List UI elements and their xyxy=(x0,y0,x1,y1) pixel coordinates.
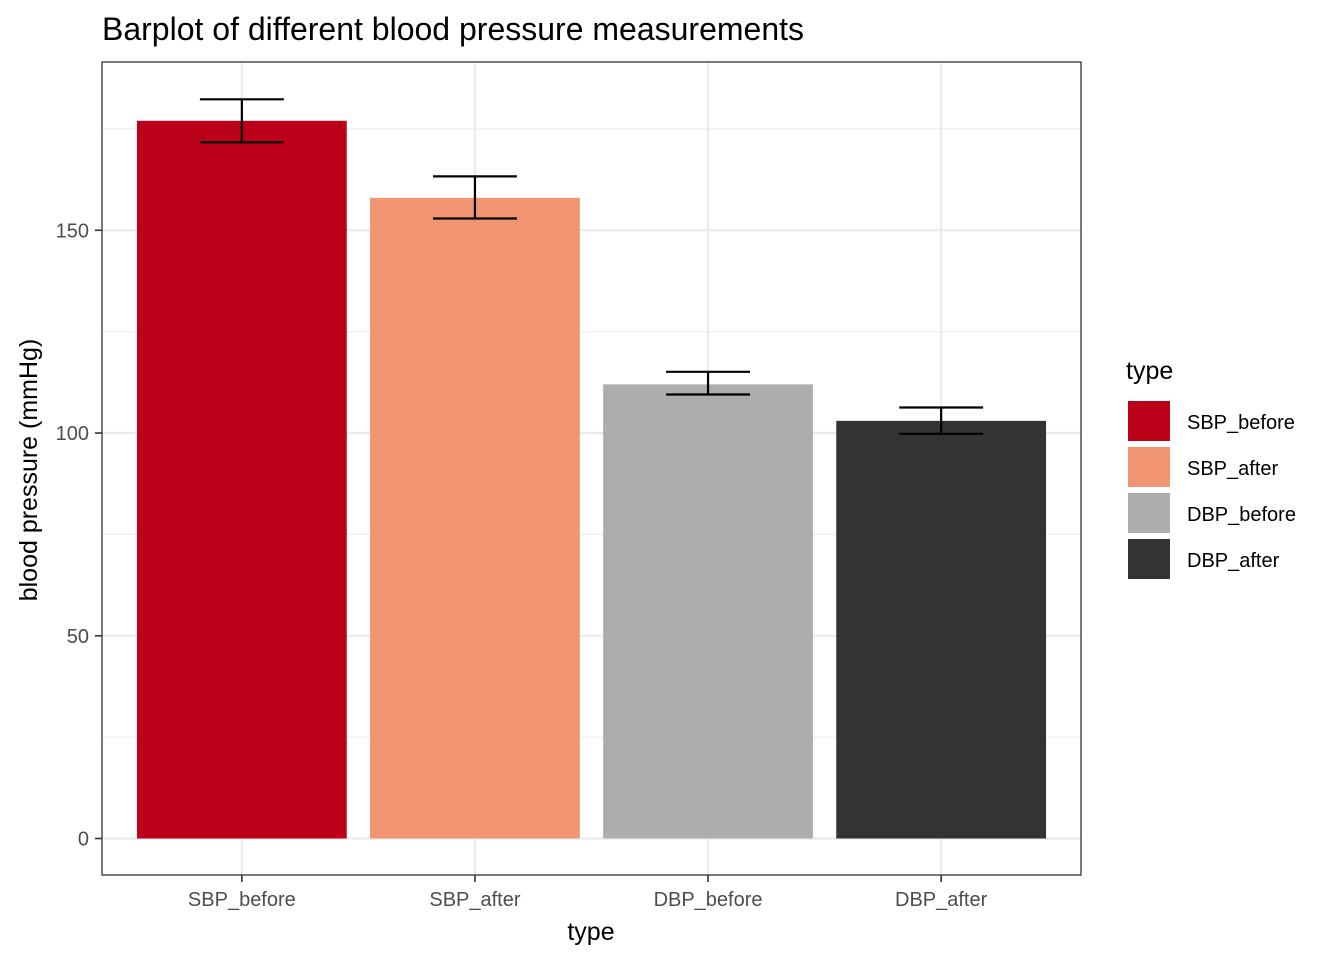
x-axis-title: type xyxy=(567,918,614,946)
x-tick-label: DBP_before xyxy=(654,889,763,911)
error-bar-dbp-after xyxy=(899,406,984,435)
legend-item-sbp-after: SBP_after xyxy=(1128,447,1279,487)
bar-sbp-after xyxy=(370,197,580,839)
plot-panel-border xyxy=(101,61,1082,876)
legend-swatch xyxy=(1128,401,1170,441)
y-tick-label: 50 xyxy=(67,626,89,648)
legend-swatch xyxy=(1128,447,1170,487)
legend-label: DBP_after xyxy=(1187,550,1280,572)
error-bar-sbp-after xyxy=(432,175,517,220)
bar-dbp-before xyxy=(603,384,813,839)
y-tick-label: 150 xyxy=(56,220,89,242)
x-tick-label: DBP_after xyxy=(895,889,988,911)
chart-title: Barplot of different blood pressure meas… xyxy=(102,11,804,47)
legend: type SBP_before SBP_after DBP_before DBP_af… xyxy=(1126,357,1296,579)
error-bars xyxy=(199,98,984,435)
error-bar-dbp-before xyxy=(666,370,751,396)
x-axis: SBP_before SBP_after DBP_before DBP_after xyxy=(188,875,988,911)
legend-swatch xyxy=(1128,539,1170,579)
y-axis: 0 50 100 150 xyxy=(56,220,102,851)
plot-panel xyxy=(101,61,1082,876)
legend-items: SBP_before SBP_after DBP_before DBP_after xyxy=(1128,401,1296,579)
legend-label: SBP_before xyxy=(1187,412,1295,434)
y-tick-label: 100 xyxy=(56,423,89,445)
y-axis-title: blood pressure (mmHg) xyxy=(15,339,43,602)
legend-item-dbp-before: DBP_before xyxy=(1128,493,1296,533)
x-tick-label: SBP_before xyxy=(188,889,296,911)
legend-label: DBP_before xyxy=(1187,504,1296,526)
legend-title: type xyxy=(1126,357,1173,385)
legend-item-dbp-after: DBP_after xyxy=(1128,539,1280,579)
legend-swatch xyxy=(1128,493,1170,533)
error-bar-sbp-before xyxy=(199,98,284,144)
bar-dbp-after xyxy=(836,420,1047,839)
legend-label: SBP_after xyxy=(1187,458,1279,480)
x-tick-label: SBP_after xyxy=(429,889,521,911)
bars xyxy=(136,120,1047,839)
bar-sbp-before xyxy=(136,120,347,839)
legend-item-sbp-before: SBP_before xyxy=(1128,401,1295,441)
y-tick-label: 0 xyxy=(78,829,89,851)
